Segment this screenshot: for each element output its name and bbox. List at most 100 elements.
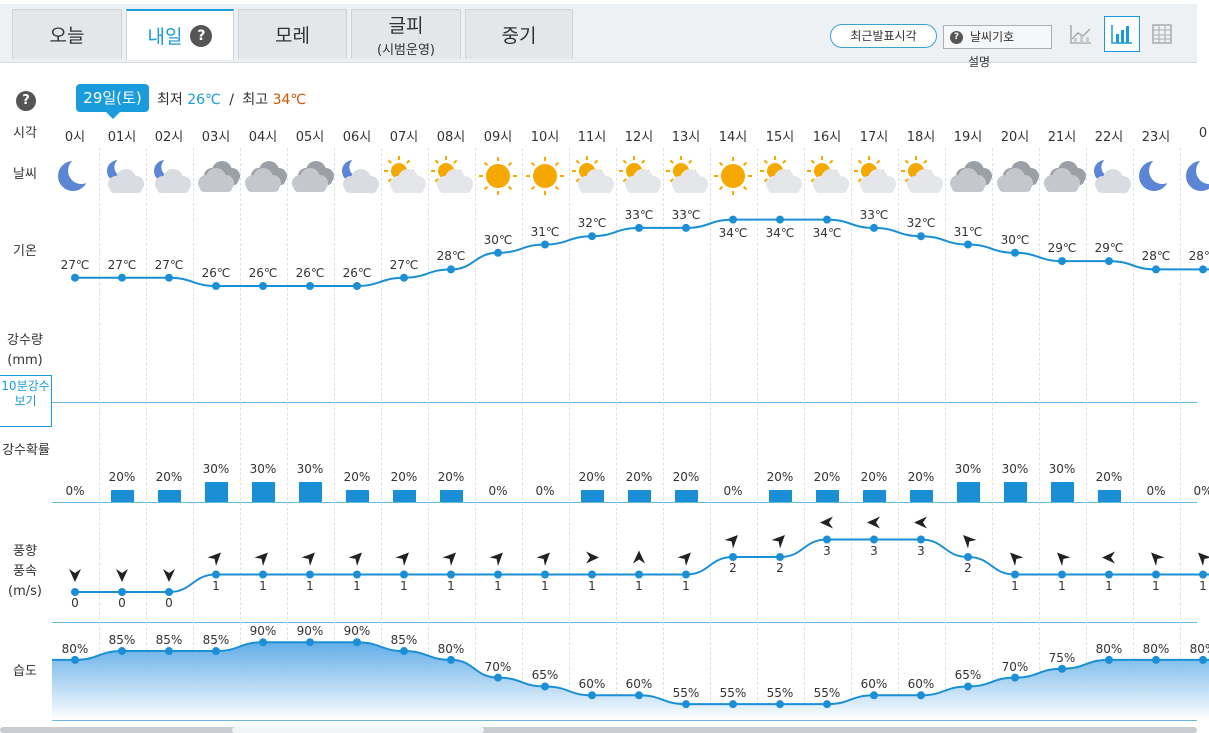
rain-prob-bar <box>1004 482 1027 502</box>
line-chart-view-button[interactable] <box>1063 16 1099 52</box>
scrollbar-thumb[interactable] <box>232 727 484 733</box>
wind-speed-label: 0 <box>118 596 126 610</box>
tab-midterm[interactable]: 중기 <box>465 9 573 59</box>
humidity-point <box>118 647 126 656</box>
rain-prob-label: 20% <box>813 470 841 484</box>
tab-label: 글피 <box>388 15 424 37</box>
temperature-point <box>541 240 549 249</box>
sun-cloud-icon <box>901 156 943 193</box>
humidity-point <box>1011 673 1019 682</box>
temperature-point <box>353 282 361 290</box>
humidity-point <box>494 673 502 682</box>
humidity-label: 80% <box>61 641 89 656</box>
column-divider <box>1133 148 1134 720</box>
humidity-label: 65% <box>954 668 982 683</box>
rain-prob-bar <box>910 490 933 502</box>
humidity-point <box>1105 655 1113 664</box>
hour-label: 03시 <box>201 130 231 145</box>
column-divider <box>428 148 429 720</box>
wind-speed-label: 1 <box>400 578 408 593</box>
wind-arrow-icon <box>489 552 503 566</box>
wind-speed-label: 3 <box>870 543 878 558</box>
temperature-point <box>964 240 972 249</box>
rain-prob-bar <box>346 490 369 502</box>
column-divider <box>992 148 993 720</box>
help-icon[interactable]: ? <box>16 91 36 111</box>
temperature-point <box>823 215 831 224</box>
min-value: 26℃ <box>187 92 221 108</box>
hour-label: 14시 <box>718 130 748 145</box>
hour-label: 15시 <box>765 130 795 145</box>
temperature-point <box>71 273 79 282</box>
column-divider <box>851 148 852 720</box>
table-view-button[interactable] <box>1144 16 1180 52</box>
sun-cloud-icon <box>431 156 473 193</box>
table-icon <box>1152 24 1172 44</box>
rain-10min-button[interactable]: 10분강수 보기 <box>0 375 52 427</box>
temperature-label: 29℃ <box>1047 241 1077 256</box>
wind-arrow-icon <box>163 569 175 582</box>
bar-chart-view-button[interactable] <box>1104 16 1140 52</box>
hour-label: 17시 <box>859 130 889 145</box>
hour-label: 05시 <box>295 130 325 145</box>
wind-speed-label: 1 <box>1152 578 1160 593</box>
recent-announce-button[interactable]: 최근발표시각 <box>830 24 937 48</box>
temperature-label: 31℃ <box>953 224 983 239</box>
temperature-label: 32℃ <box>577 216 607 231</box>
hour-label: 0시 <box>64 130 86 145</box>
humidity-label: 90% <box>249 624 277 639</box>
tab-tomorrow[interactable]: 내일 ? <box>126 9 234 60</box>
hour-label: 02시 <box>154 130 184 145</box>
tab-day-after[interactable]: 모레 <box>238 9 347 59</box>
humidity-label: 85% <box>202 633 230 648</box>
wind-arrow-icon <box>963 535 977 549</box>
rain-prob-bar <box>957 482 980 502</box>
temperature-point <box>682 223 690 232</box>
wind-arrow-icon <box>1010 552 1024 566</box>
wind-arrow-icon <box>1057 552 1071 566</box>
help-icon[interactable]: ? <box>190 24 213 47</box>
cloudy-icon <box>997 161 1039 192</box>
humidity-point <box>1199 655 1207 664</box>
rain-prob-bar <box>205 482 228 502</box>
column-divider <box>193 148 194 720</box>
wind-speed-label: 1 <box>494 578 502 593</box>
weather-legend-button[interactable]: ? 날씨기호 <box>943 25 1052 49</box>
wind-point <box>870 535 878 544</box>
wind-point <box>776 553 784 561</box>
rain-prob-bar <box>863 490 886 502</box>
temperature-label: 34℃ <box>812 225 842 240</box>
hour-label: 04시 <box>248 130 278 145</box>
moon-icon <box>1186 157 1209 191</box>
rain-prob-label: 20% <box>907 470 935 484</box>
humidity-label: 55% <box>813 686 841 701</box>
temperature-point <box>1152 265 1160 274</box>
humidity-point <box>682 700 690 709</box>
column-divider <box>1180 148 1181 720</box>
tab-today[interactable]: 오늘 <box>12 9 122 59</box>
humidity-point <box>1152 655 1160 664</box>
rain-prob-label: 30% <box>202 462 230 476</box>
hour-label: 22시 <box>1094 130 1124 145</box>
wind-speed-label: 1 <box>447 578 455 593</box>
column-divider <box>287 148 288 720</box>
temperature-label: 29℃ <box>1094 241 1124 256</box>
sun-cloud-icon <box>666 156 708 193</box>
row-label-temp: 기온 <box>13 244 37 259</box>
tab-third-day[interactable]: 글피 (시범운영) <box>351 9 461 59</box>
temperature-label: 27℃ <box>107 257 137 272</box>
wind-speed-label: 0 <box>165 596 173 610</box>
sun-icon <box>526 157 564 195</box>
hour-label: 18시 <box>906 130 936 145</box>
date-badge: 29일(토) <box>76 84 149 119</box>
horizontal-scrollbar[interactable] <box>0 727 1197 733</box>
humidity-label: 60% <box>578 677 606 692</box>
temperature-label: 27℃ <box>154 257 184 272</box>
temperature-label: 32℃ <box>906 216 936 231</box>
min-label: 최저 <box>157 92 183 108</box>
column-divider <box>475 148 476 720</box>
wind-point <box>1058 570 1066 579</box>
rain-prob-bar <box>111 490 134 502</box>
temperature-label: 34℃ <box>718 225 748 240</box>
wind-point <box>447 570 455 579</box>
